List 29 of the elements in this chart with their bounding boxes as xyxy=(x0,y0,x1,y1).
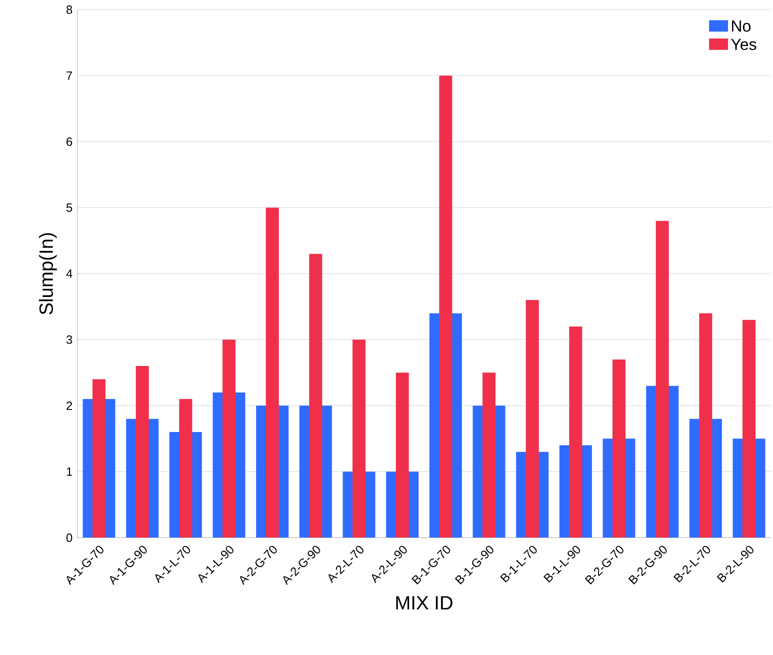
y-tick-label: 7 xyxy=(66,72,72,80)
legend-label: Yes xyxy=(731,38,756,50)
bar xyxy=(656,220,669,538)
y-tick-label: 1 xyxy=(66,468,72,476)
bar xyxy=(526,300,539,538)
y-tick-label: 6 xyxy=(66,137,72,146)
legend-label: No xyxy=(732,20,750,32)
y-tick-label: 5 xyxy=(66,203,72,212)
bar xyxy=(439,76,452,538)
y-tick-label: 8 xyxy=(66,5,72,14)
bar xyxy=(569,326,582,538)
y-axis-title: Slump(In) xyxy=(38,233,57,314)
bar xyxy=(352,340,366,538)
y-tick-label: 3 xyxy=(66,335,72,344)
bar xyxy=(396,372,409,538)
bar xyxy=(222,340,236,538)
bar xyxy=(612,359,626,538)
y-tick-label: 2 xyxy=(66,401,72,410)
y-tick-label: 4 xyxy=(66,270,72,278)
y-tick-label: 0 xyxy=(66,533,72,542)
x-axis-title: MIX ID xyxy=(396,596,452,610)
bar xyxy=(179,399,192,538)
bar xyxy=(742,320,756,538)
bar xyxy=(309,254,322,538)
bar xyxy=(92,379,106,538)
bar xyxy=(482,372,496,538)
bar xyxy=(136,366,149,538)
bar xyxy=(266,208,279,538)
bar xyxy=(699,313,712,538)
